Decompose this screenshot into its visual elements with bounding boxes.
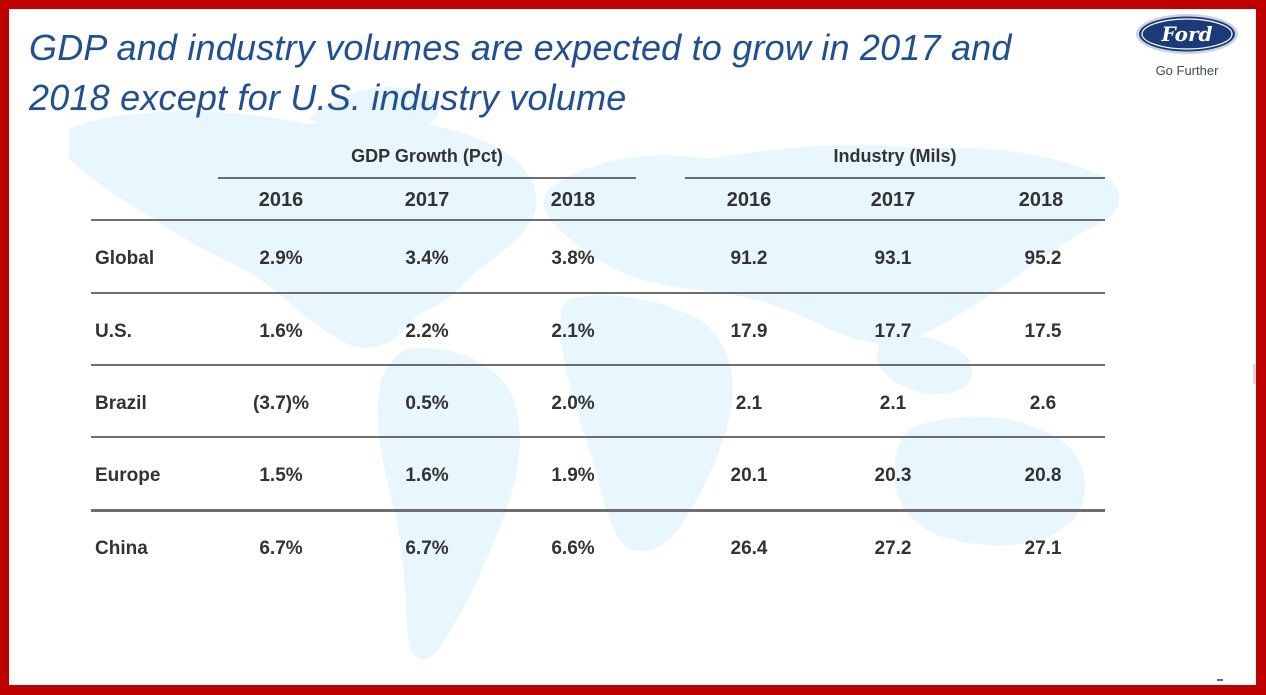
industry-value: 17.5 bbox=[1024, 321, 1062, 342]
ford-oval-logo-icon: Ford bbox=[1136, 14, 1238, 54]
gdp-header-rule bbox=[218, 177, 636, 179]
gdp-value: 3.4% bbox=[405, 248, 449, 269]
gdp-value: 6.6% bbox=[551, 538, 595, 559]
row-label: Europe bbox=[95, 465, 161, 486]
industry-header-rule bbox=[685, 177, 1105, 179]
industry-value: 20.8 bbox=[1024, 465, 1062, 486]
gdp-value: 6.7% bbox=[259, 538, 303, 559]
industry-value: 95.2 bbox=[1024, 248, 1062, 269]
industry-value: 20.3 bbox=[874, 465, 912, 486]
row-divider bbox=[91, 436, 1105, 438]
gdp-growth-header: GDP Growth (Pct) bbox=[351, 146, 503, 166]
ford-logo: Ford Go Further bbox=[1131, 13, 1241, 85]
industry-value: 2.1 bbox=[735, 393, 763, 414]
gdp-value: 2.9% bbox=[259, 248, 303, 269]
page-number-mark bbox=[1217, 679, 1223, 681]
gdp-value: 1.6% bbox=[405, 465, 449, 486]
industry-year-2018: 2018 bbox=[1018, 189, 1064, 211]
gdp-value: 2.1% bbox=[551, 321, 595, 342]
gdp-value: (3.7)% bbox=[253, 393, 309, 414]
industry-value: 27.2 bbox=[874, 538, 912, 559]
svg-text:Ford: Ford bbox=[1161, 22, 1213, 46]
logo-tagline: Go Further bbox=[1155, 63, 1219, 78]
slide-title: GDP and industry volumes are expected to… bbox=[29, 23, 1129, 123]
gdp-value: 0.5% bbox=[405, 393, 449, 414]
industry-header: Industry (Mils) bbox=[833, 146, 957, 166]
industry-year-2017: 2017 bbox=[870, 189, 916, 211]
slide: GDP and industry volumes are expected to… bbox=[9, 9, 1256, 685]
row-divider bbox=[91, 364, 1105, 366]
industry-value: 26.4 bbox=[730, 538, 768, 559]
row-divider bbox=[91, 509, 1105, 512]
gdp-value: 2.2% bbox=[405, 321, 449, 342]
row-label: Global bbox=[95, 248, 155, 269]
slide-edge-marker bbox=[1253, 364, 1256, 384]
industry-year-2016: 2016 bbox=[726, 189, 772, 211]
row-label: Brazil bbox=[95, 393, 147, 414]
industry-value: 2.6 bbox=[1029, 393, 1057, 414]
gdp-year-2018: 2018 bbox=[550, 189, 596, 211]
industry-value: 27.1 bbox=[1024, 538, 1062, 559]
gdp-value: 3.8% bbox=[551, 248, 595, 269]
header-bottom-rule bbox=[91, 219, 1105, 221]
row-label: China bbox=[95, 538, 148, 559]
gdp-value: 1.9% bbox=[551, 465, 595, 486]
row-divider bbox=[91, 292, 1105, 294]
title-line-1: GDP and industry volumes are expected to… bbox=[29, 27, 1012, 68]
gdp-value: 1.6% bbox=[259, 321, 303, 342]
industry-value: 17.9 bbox=[730, 321, 768, 342]
industry-value: 17.7 bbox=[874, 321, 912, 342]
title-line-2: 2018 except for U.S. industry volume bbox=[29, 77, 627, 118]
gdp-value: 6.7% bbox=[405, 538, 449, 559]
industry-value: 20.1 bbox=[730, 465, 768, 486]
row-label: U.S. bbox=[95, 321, 132, 342]
gdp-value: 2.0% bbox=[551, 393, 595, 414]
gdp-value: 1.5% bbox=[259, 465, 303, 486]
industry-value: 2.1 bbox=[879, 393, 907, 414]
gdp-year-2016: 2016 bbox=[258, 189, 304, 211]
industry-value: 91.2 bbox=[730, 248, 768, 269]
gdp-year-2017: 2017 bbox=[404, 189, 450, 211]
industry-value: 93.1 bbox=[874, 248, 912, 269]
